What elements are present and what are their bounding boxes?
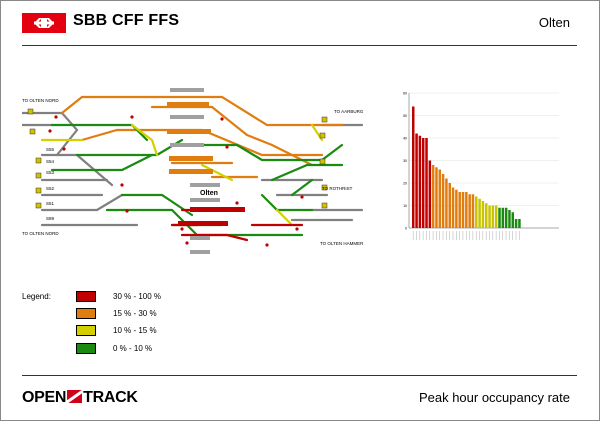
legend-label: 0 % - 10 %	[113, 344, 153, 353]
y-tick-label: 40	[403, 137, 407, 141]
chart-bar	[508, 210, 511, 228]
chart-bar	[451, 187, 455, 228]
label-s53: S53	[46, 170, 55, 175]
chart-bar	[514, 219, 518, 228]
chart-bar	[458, 192, 461, 228]
chart-bar	[491, 205, 495, 228]
chart-bar	[498, 207, 501, 228]
y-tick-label: 30	[403, 159, 407, 163]
chart-x-labels	[412, 231, 520, 240]
legend-swatch	[76, 343, 96, 354]
y-tick-label: 20	[403, 182, 407, 186]
chart-bar	[461, 192, 465, 228]
occupancy-bar-chart: 0 10 20 30 40 50 60	[403, 92, 559, 240]
chart-bar	[448, 183, 451, 228]
legend-title: Legend:	[22, 292, 51, 301]
chart-bar	[455, 189, 458, 228]
chart-bar	[494, 205, 498, 228]
chart-bar	[481, 201, 485, 228]
chart-bar	[418, 135, 422, 228]
legend-swatch	[76, 308, 96, 319]
chart-bar	[445, 178, 448, 228]
chart-bar	[412, 106, 415, 228]
y-tick-label: 10	[403, 204, 407, 208]
label-s54: S54	[46, 159, 55, 164]
station-label: Olten	[200, 190, 218, 197]
label-to-olten-hammer: TO OLTEN HAMMER	[320, 241, 364, 246]
brand-name: SBB CFF FFS	[73, 12, 180, 29]
chart-bar	[468, 194, 471, 228]
flag-icon	[67, 390, 83, 403]
label-to-aarburg: TO AARBURG	[334, 109, 364, 114]
chart-bar	[441, 174, 445, 228]
chart-bar	[485, 203, 488, 228]
chart-bar	[425, 138, 428, 228]
legend-swatch	[76, 325, 96, 336]
opentrack-logo: OPEN TRACK	[22, 389, 138, 407]
chart-bars	[412, 106, 521, 228]
legend-swatch	[76, 291, 96, 302]
chart-bar	[511, 212, 515, 228]
chart-bar	[518, 219, 521, 228]
chart-bar	[438, 169, 442, 228]
label-to-olten-nord-top: TO OLTEN NORD	[22, 98, 59, 103]
track-network-diagram: TO OLTEN NORD TO OLTEN NORD TO AARBURG T…	[22, 88, 364, 254]
footer-title: Peak hour occupancy rate	[418, 390, 570, 405]
legend-label: 15 % - 30 %	[113, 309, 157, 318]
label-s51: S51	[46, 201, 55, 206]
footer-divider	[22, 375, 577, 376]
logo-text-left: OPEN	[22, 389, 67, 406]
label-s55: S55	[46, 147, 55, 152]
station-title: Olten	[538, 15, 570, 30]
legend-label: 10 % - 15 %	[113, 326, 157, 335]
chart-bar	[415, 133, 418, 228]
label-to-olten-nord-bottom: TO OLTEN NORD	[22, 231, 59, 236]
legend-label: 30 % - 100 %	[113, 292, 162, 301]
label-to-rothrist: TO ROTHRIST	[322, 186, 353, 191]
y-tick-label: 50	[403, 114, 407, 118]
y-tick-label: 60	[403, 92, 407, 96]
logo-text-right: TRACK	[83, 389, 138, 406]
sbb-logo-icon	[22, 13, 66, 33]
chart-bar	[421, 138, 425, 228]
chart-bar	[431, 165, 435, 228]
chart-bar	[478, 198, 481, 228]
header-divider	[22, 45, 577, 46]
chart-bar	[471, 194, 475, 228]
chart-bar	[488, 205, 491, 228]
chart-bar	[475, 196, 478, 228]
chart-bar	[465, 192, 468, 228]
chart-bar	[428, 160, 432, 228]
y-tick-label: 0	[405, 227, 407, 231]
label-s89: S89	[46, 216, 55, 221]
chart-y-ticks: 0 10 20 30 40 50 60	[403, 92, 407, 231]
chart-bar	[501, 207, 505, 228]
chart-bar	[435, 167, 438, 228]
chart-bar	[504, 207, 508, 228]
label-s52: S52	[46, 186, 55, 191]
